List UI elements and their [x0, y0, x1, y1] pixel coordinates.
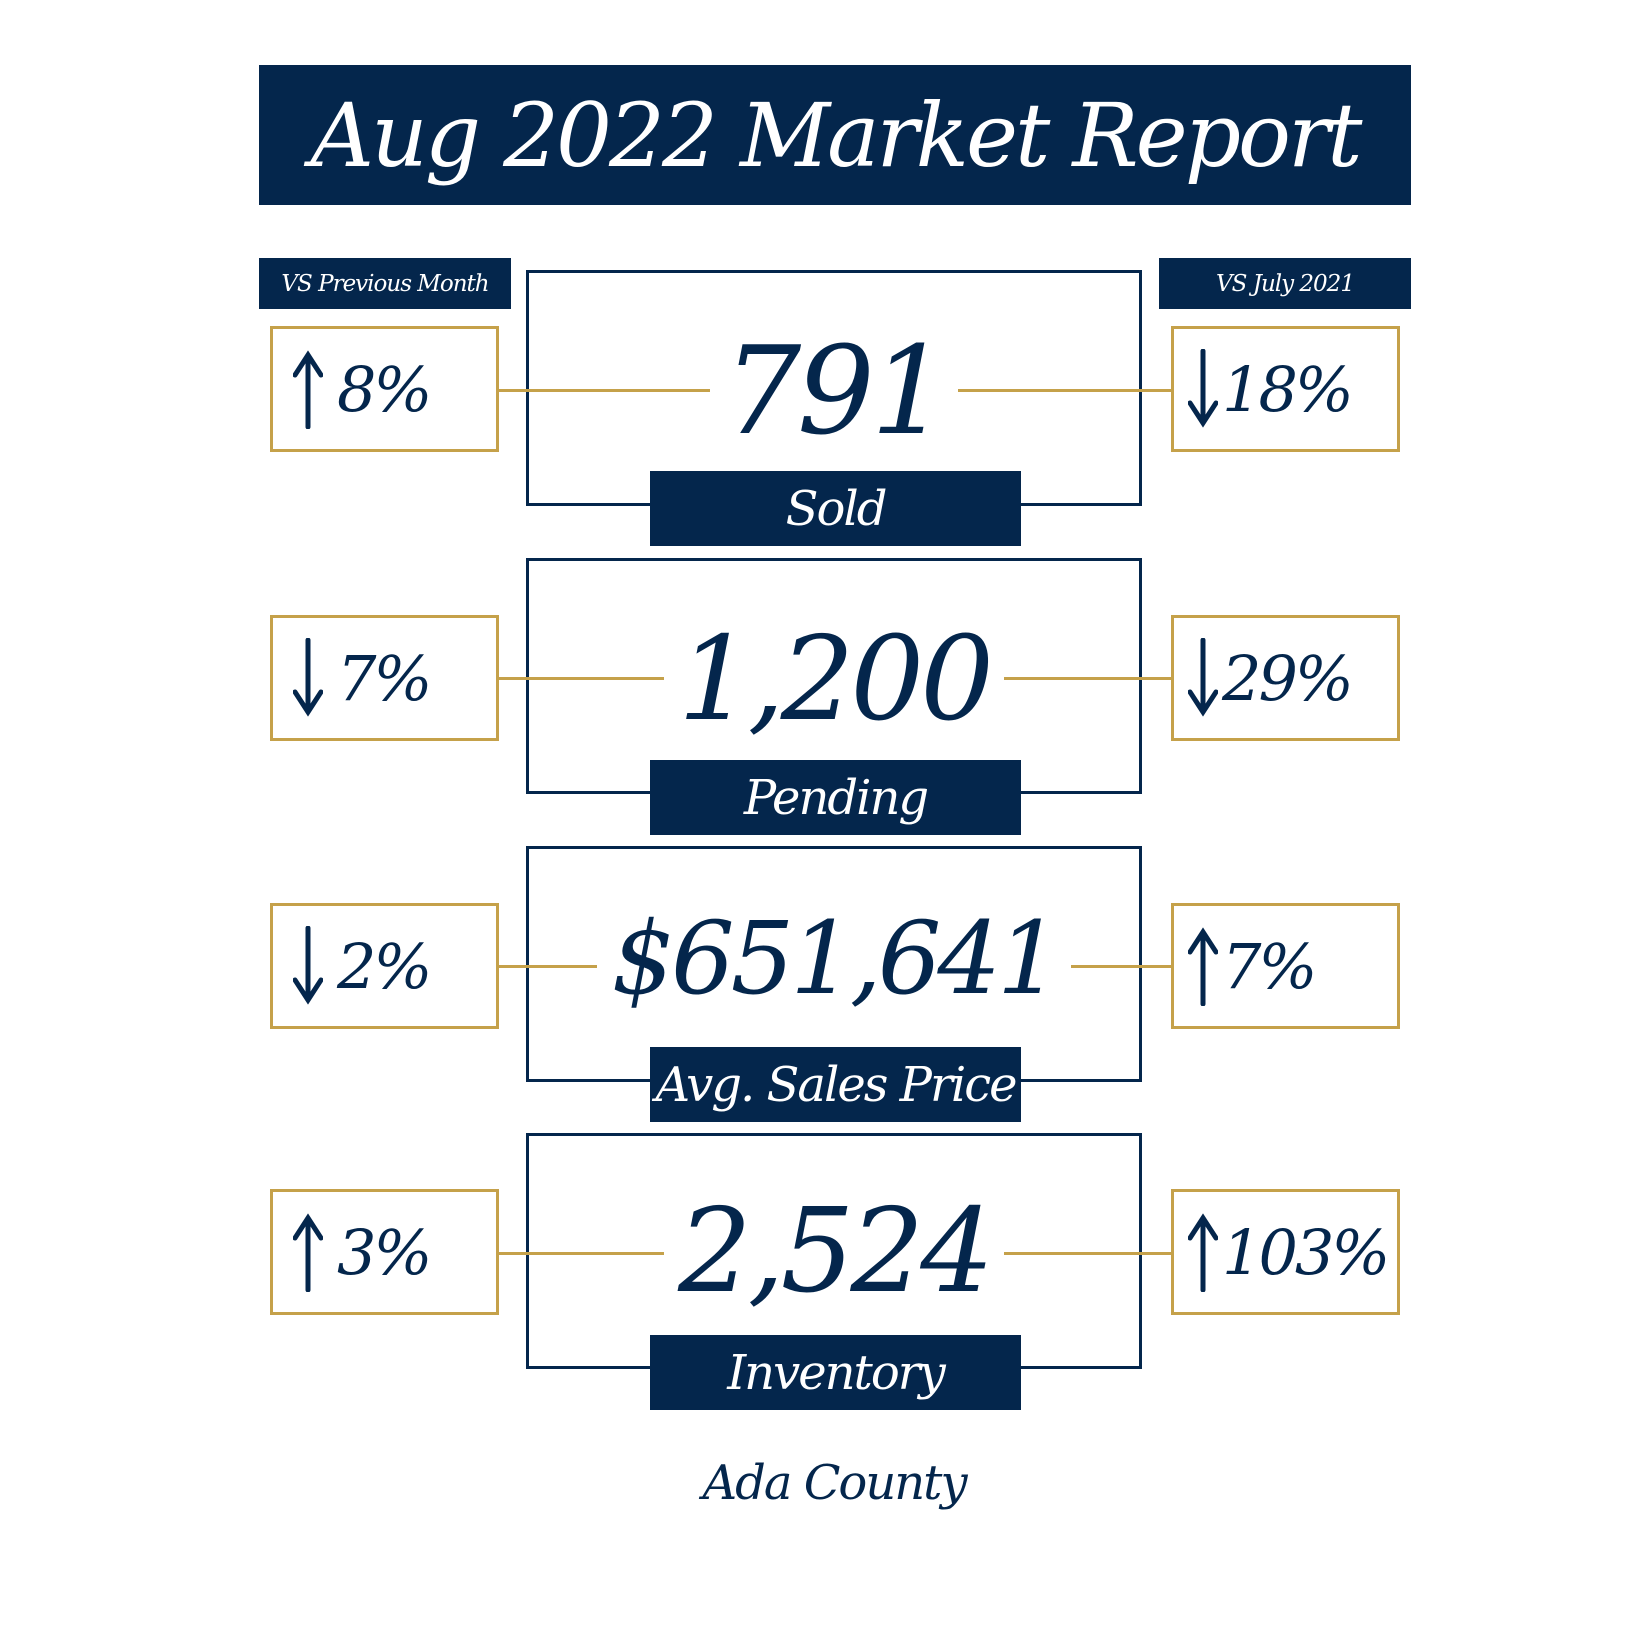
change-value: 7% [1222, 929, 1317, 1003]
arrow-up-icon [1188, 1213, 1218, 1292]
change-box-last-year: 103% [1171, 1189, 1400, 1315]
change-value: 7% [337, 641, 432, 715]
connector-left [499, 389, 725, 392]
metric-label-inventory: Inventory [650, 1335, 1021, 1410]
change-box-last-year: 7% [1171, 903, 1400, 1029]
metric-value-sold: 791 [526, 330, 1142, 452]
header-vs-last-year: VS July 2021 [1159, 258, 1411, 309]
change-box-last-year: 18% [1171, 326, 1400, 452]
county-name: Ada County [702, 1455, 967, 1511]
metric-value-text: $651,641 [597, 909, 1071, 1009]
arrow-down-icon [1188, 638, 1218, 717]
change-value: 29% [1222, 641, 1354, 715]
change-value: 3% [337, 1215, 432, 1289]
connector-right [992, 677, 1171, 680]
connector-left [499, 1252, 679, 1255]
metric-value-inventory: 2,524 [526, 1194, 1142, 1310]
connector-left [499, 677, 679, 680]
metric-value-text: 2,524 [663, 1194, 1005, 1310]
change-box-previous-month: 8% [270, 326, 499, 452]
metric-label-avg-sales-price: Avg. Sales Price [650, 1047, 1021, 1122]
metric-label-pending: Pending [650, 760, 1021, 835]
connector-right [946, 389, 1171, 392]
arrow-up-icon [1188, 927, 1218, 1006]
change-value: 18% [1222, 352, 1354, 426]
change-value: 2% [337, 929, 432, 1003]
report-title: Aug 2022 Market Report [259, 65, 1411, 205]
metric-value-avg-sales-price: $651,641 [526, 909, 1142, 1009]
change-box-previous-month: 7% [270, 615, 499, 741]
metric-value-text: 791 [709, 330, 959, 452]
change-box-previous-month: 2% [270, 903, 499, 1029]
arrow-down-icon [293, 638, 323, 717]
metric-value-text: 1,200 [663, 622, 1005, 738]
change-value: 103% [1222, 1215, 1390, 1289]
change-value: 8% [337, 352, 432, 426]
header-vs-previous-month: VS Previous Month [259, 258, 511, 309]
arrow-down-icon [1188, 349, 1218, 428]
connector-right [1070, 965, 1171, 968]
change-box-last-year: 29% [1171, 615, 1400, 741]
change-box-previous-month: 3% [270, 1189, 499, 1315]
metric-label-sold: Sold [650, 471, 1021, 546]
arrow-up-icon [293, 1213, 323, 1292]
arrow-up-icon [293, 350, 323, 429]
connector-left [499, 965, 599, 968]
metric-value-pending: 1,200 [526, 622, 1142, 738]
connector-right [992, 1252, 1171, 1255]
arrow-down-icon [293, 926, 323, 1005]
